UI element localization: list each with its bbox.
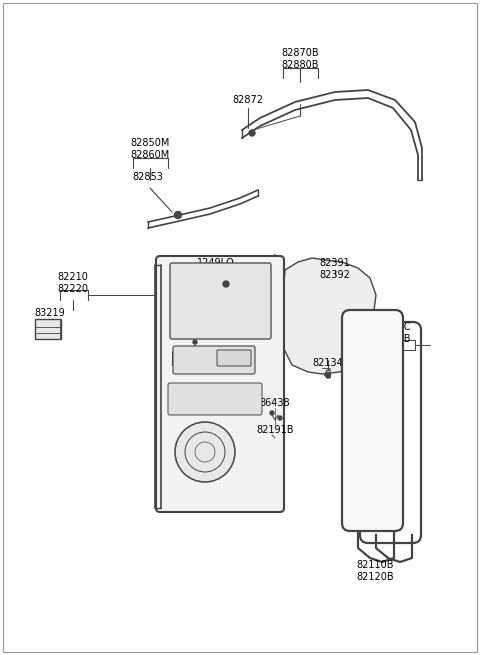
Polygon shape [280, 258, 376, 374]
Circle shape [223, 281, 229, 287]
Text: 82191B: 82191B [256, 425, 294, 435]
FancyBboxPatch shape [342, 310, 403, 531]
Circle shape [175, 422, 235, 482]
FancyBboxPatch shape [173, 346, 255, 374]
Circle shape [175, 212, 181, 219]
Circle shape [325, 373, 331, 377]
Text: 86438: 86438 [260, 398, 290, 408]
FancyBboxPatch shape [217, 350, 251, 366]
Circle shape [193, 340, 197, 344]
Text: 83219: 83219 [35, 308, 65, 318]
Text: 82872: 82872 [232, 95, 264, 105]
Text: 82130C
82140B: 82130C 82140B [373, 322, 411, 344]
FancyBboxPatch shape [156, 256, 284, 512]
Circle shape [270, 411, 274, 415]
Text: 82210
82220: 82210 82220 [58, 272, 88, 294]
FancyBboxPatch shape [168, 383, 262, 415]
Circle shape [278, 416, 282, 420]
Text: 82134: 82134 [312, 358, 343, 368]
Circle shape [249, 130, 255, 136]
Text: 1249LQ
1249LD: 1249LQ 1249LD [197, 258, 235, 280]
FancyBboxPatch shape [35, 319, 61, 339]
Text: 82870B
82880B: 82870B 82880B [281, 48, 319, 70]
Text: 82391
82392: 82391 82392 [320, 258, 350, 280]
Text: 82110B
82120B: 82110B 82120B [356, 560, 394, 582]
Text: 82850M
82860M: 82850M 82860M [130, 138, 170, 160]
FancyBboxPatch shape [170, 263, 271, 339]
Text: 82853: 82853 [132, 172, 163, 182]
